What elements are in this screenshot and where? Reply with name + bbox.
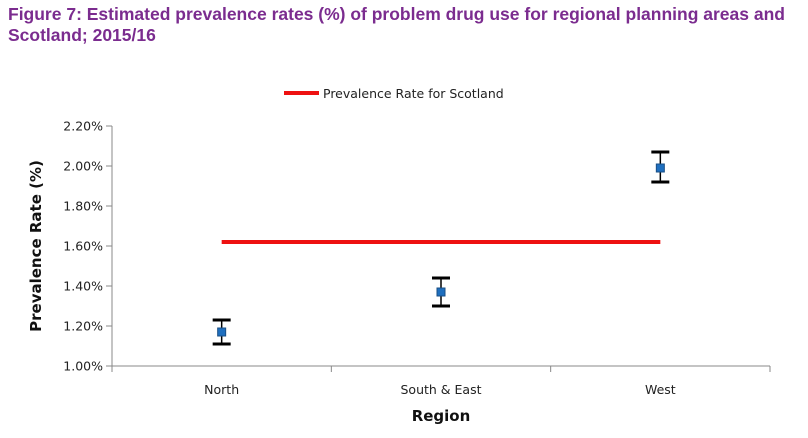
- data-point: [217, 327, 227, 337]
- y-tick-label: 1.00%: [63, 359, 103, 374]
- y-tick-label: 2.00%: [63, 159, 103, 174]
- x-tick-label: West: [645, 382, 676, 397]
- y-tick-label: 1.20%: [63, 319, 103, 334]
- x-tick-label: South & East: [401, 382, 482, 397]
- figure-title: Figure 7: Estimated prevalence rates (%)…: [8, 4, 785, 45]
- y-tick-label: 1.60%: [63, 239, 103, 254]
- data-marks: [212, 150, 670, 346]
- x-axis-title: Region: [412, 407, 471, 425]
- y-tick-label: 2.20%: [63, 119, 103, 134]
- y-tick-label: 1.40%: [63, 279, 103, 294]
- x-tick-label: North: [204, 382, 239, 397]
- data-point: [436, 287, 446, 297]
- y-tick-label: 1.80%: [63, 199, 103, 214]
- legend: Prevalence Rate for Scotland: [284, 86, 504, 101]
- y-axis-title: Prevalence Rate (%): [27, 160, 45, 332]
- data-point: [655, 163, 665, 173]
- axes: 1.00% 1.20% 1.40% 1.60% 1.80% 2.00% 2.20% North…: [63, 119, 771, 397]
- legend-label-scotland-rate: Prevalence Rate for Scotland: [323, 86, 504, 101]
